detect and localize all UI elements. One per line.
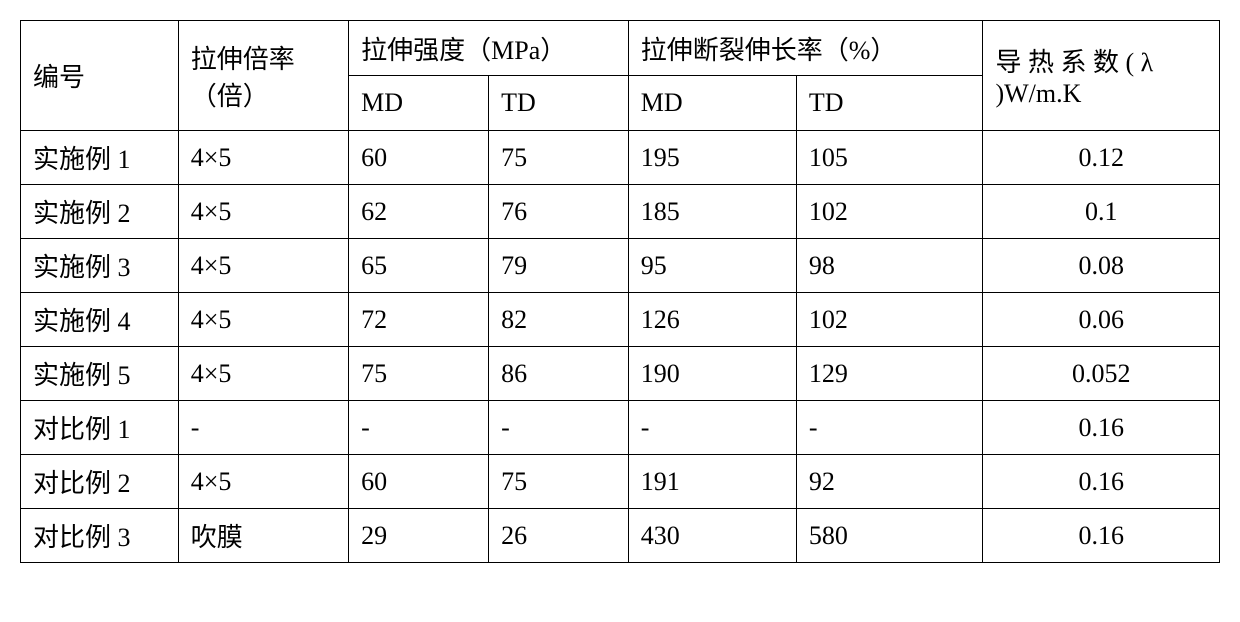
cell-ts-md: 62 (349, 185, 489, 239)
cell-ratio: 4×5 (178, 455, 348, 509)
ts-md-header: MD (349, 76, 489, 131)
cell-el-td: 102 (796, 185, 983, 239)
cell-id: 对比例 3 (21, 509, 179, 563)
cell-ratio: 4×5 (178, 347, 348, 401)
cell-id: 实施例 3 (21, 239, 179, 293)
cell-ratio: 4×5 (178, 131, 348, 185)
table-row: 对比例 3吹膜29264305800.16 (21, 509, 1220, 563)
cell-k: 0.16 (983, 455, 1220, 509)
table-row: 实施例 54×575861901290.052 (21, 347, 1220, 401)
cell-el-td: - (796, 401, 983, 455)
cell-el-td: 102 (796, 293, 983, 347)
cell-id: 实施例 4 (21, 293, 179, 347)
cell-el-md: 126 (628, 293, 796, 347)
cell-id: 对比例 2 (21, 455, 179, 509)
cell-el-md: 190 (628, 347, 796, 401)
header-row-1: 编号 拉伸倍率（倍） 拉伸强度（MPa） 拉伸断裂伸长率（%） 导 热 系 数 … (21, 21, 1220, 76)
cell-el-td: 129 (796, 347, 983, 401)
cell-k: 0.16 (983, 401, 1220, 455)
table-row: 实施例 34×5657995980.08 (21, 239, 1220, 293)
table-row: 对比例 24×56075191920.16 (21, 455, 1220, 509)
table-row: 实施例 44×572821261020.06 (21, 293, 1220, 347)
cell-id: 实施例 2 (21, 185, 179, 239)
cell-ts-td: 76 (489, 185, 629, 239)
el-md-header: MD (628, 76, 796, 131)
cell-el-md: 430 (628, 509, 796, 563)
cell-ts-td: - (489, 401, 629, 455)
cell-ts-md: - (349, 401, 489, 455)
cell-ratio: - (178, 401, 348, 455)
cell-id: 对比例 1 (21, 401, 179, 455)
col-tensile-strength-header: 拉伸强度（MPa） (349, 21, 629, 76)
table-row: 实施例 14×560751951050.12 (21, 131, 1220, 185)
cell-el-td: 92 (796, 455, 983, 509)
cell-ratio: 4×5 (178, 239, 348, 293)
cell-ts-td: 86 (489, 347, 629, 401)
cell-ts-md: 60 (349, 455, 489, 509)
cell-ts-td: 75 (489, 131, 629, 185)
cell-id: 实施例 1 (21, 131, 179, 185)
cell-k: 0.052 (983, 347, 1220, 401)
cell-el-md: 195 (628, 131, 796, 185)
cell-ts-td: 75 (489, 455, 629, 509)
cell-k: 0.06 (983, 293, 1220, 347)
data-table: 编号 拉伸倍率（倍） 拉伸强度（MPa） 拉伸断裂伸长率（%） 导 热 系 数 … (20, 20, 1220, 563)
el-td-header: TD (796, 76, 983, 131)
cell-ratio: 4×5 (178, 185, 348, 239)
cell-ts-md: 60 (349, 131, 489, 185)
col-elongation-header: 拉伸断裂伸长率（%） (628, 21, 983, 76)
cell-k: 0.16 (983, 509, 1220, 563)
table-row: 实施例 24×562761851020.1 (21, 185, 1220, 239)
cell-ratio: 4×5 (178, 293, 348, 347)
col-ratio-header: 拉伸倍率（倍） (178, 21, 348, 131)
cell-ts-td: 26 (489, 509, 629, 563)
cell-el-td: 98 (796, 239, 983, 293)
ts-td-header: TD (489, 76, 629, 131)
cell-el-md: 191 (628, 455, 796, 509)
cell-k: 0.12 (983, 131, 1220, 185)
cell-el-md: 95 (628, 239, 796, 293)
cell-el-td: 105 (796, 131, 983, 185)
cell-ts-td: 82 (489, 293, 629, 347)
cell-ts-td: 79 (489, 239, 629, 293)
cell-el-md: 185 (628, 185, 796, 239)
col-id-header: 编号 (21, 21, 179, 131)
cell-k: 0.08 (983, 239, 1220, 293)
cell-ts-md: 72 (349, 293, 489, 347)
col-thermal-header: 导 热 系 数 ( λ )W/m.K (983, 21, 1220, 131)
cell-ts-md: 65 (349, 239, 489, 293)
cell-ratio: 吹膜 (178, 509, 348, 563)
cell-id: 实施例 5 (21, 347, 179, 401)
cell-el-md: - (628, 401, 796, 455)
table-row: 对比例 1-----0.16 (21, 401, 1220, 455)
cell-el-td: 580 (796, 509, 983, 563)
cell-ts-md: 29 (349, 509, 489, 563)
cell-k: 0.1 (983, 185, 1220, 239)
cell-ts-md: 75 (349, 347, 489, 401)
